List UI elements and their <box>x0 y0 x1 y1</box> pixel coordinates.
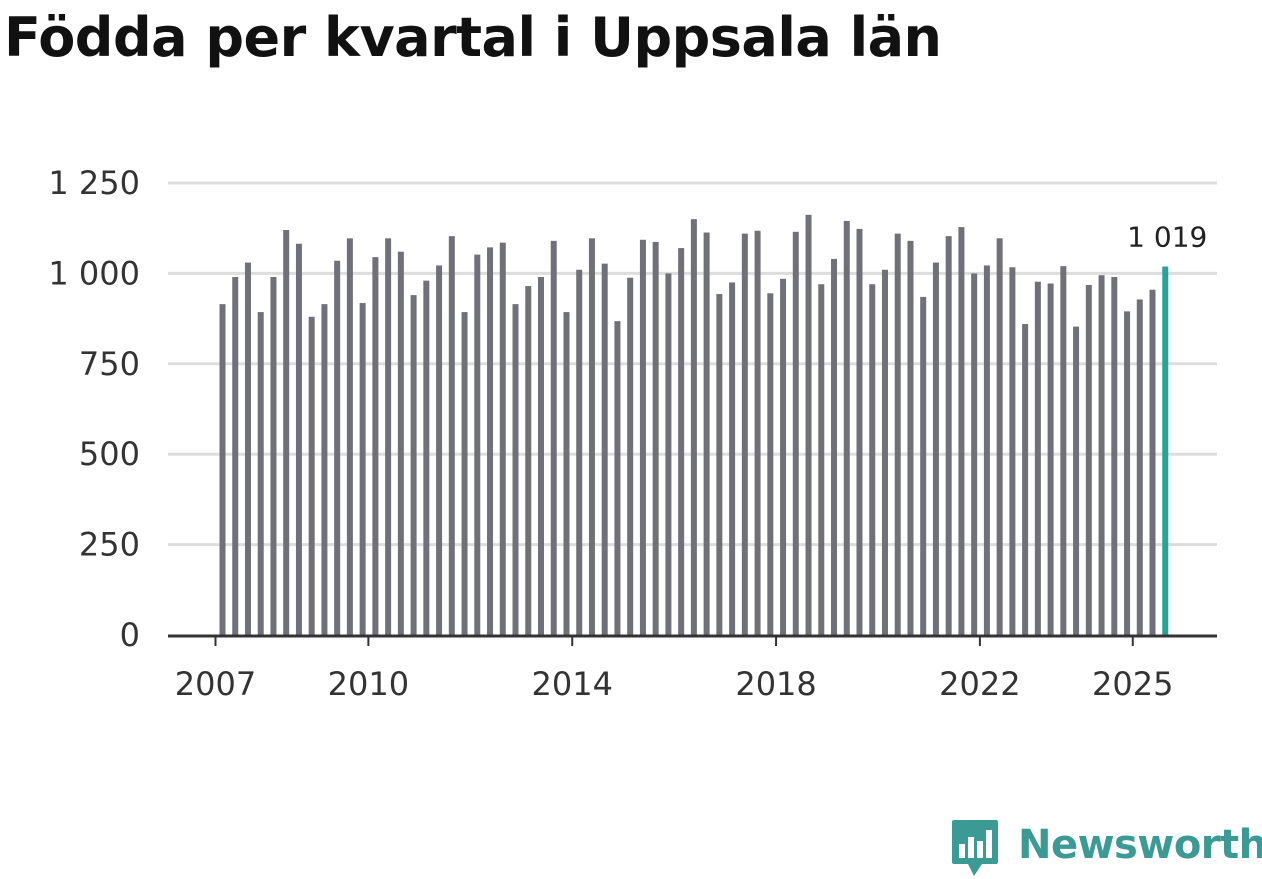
bar <box>690 219 697 635</box>
annotations: 1 019 <box>1127 221 1207 254</box>
bar <box>257 312 264 635</box>
y-tick-label: 750 <box>79 345 140 383</box>
bar <box>1136 299 1143 635</box>
bar <box>907 240 914 635</box>
bar <box>512 304 519 635</box>
bar <box>920 296 927 635</box>
x-tick-label: 2014 <box>532 665 613 703</box>
bar <box>754 230 761 635</box>
brand-name: Newsworthy <box>1018 822 1262 868</box>
x-tick-label: 2018 <box>735 665 816 703</box>
bar <box>410 295 417 635</box>
bar <box>244 262 251 635</box>
bar <box>741 233 748 635</box>
x-tick-label: 2025 <box>1092 665 1173 703</box>
bar <box>843 220 850 635</box>
bar <box>1149 289 1156 635</box>
bar <box>334 260 341 635</box>
bar <box>983 265 990 635</box>
bar <box>397 251 404 636</box>
y-tick-label: 250 <box>79 526 140 564</box>
y-tick-label: 1 250 <box>48 164 140 202</box>
bar <box>703 232 710 636</box>
bar <box>1073 326 1080 635</box>
bar <box>1124 311 1131 635</box>
bar <box>385 238 392 635</box>
bar <box>283 230 290 635</box>
bars <box>219 214 1169 636</box>
bar <box>321 304 328 635</box>
bar <box>474 254 481 635</box>
bar <box>767 293 774 635</box>
bar <box>487 247 494 635</box>
bar <box>894 233 901 635</box>
bar <box>614 321 621 635</box>
bar <box>818 284 825 635</box>
bar <box>996 238 1003 635</box>
chart-title: Födda per kvartal i Uppsala län <box>4 6 942 69</box>
bar <box>1047 283 1054 635</box>
bar <box>563 312 570 635</box>
bar <box>601 263 608 635</box>
bar <box>525 286 532 635</box>
x-axis: 2007 2010 2014 2018 2022 2025 <box>168 634 1217 703</box>
bar <box>436 265 443 635</box>
bar <box>945 236 952 635</box>
bar <box>232 277 239 635</box>
bar <box>295 243 302 636</box>
bar-latest <box>1162 266 1169 635</box>
bar <box>971 273 978 635</box>
bar <box>499 242 506 635</box>
y-tick-label: 500 <box>79 435 140 473</box>
bar-chart-speech-bubble-icon <box>952 820 998 876</box>
bar <box>932 262 939 635</box>
y-tick-label: 1 000 <box>48 254 140 292</box>
bar <box>869 284 876 635</box>
bar <box>359 303 366 635</box>
bar <box>550 240 557 635</box>
bar <box>805 214 812 635</box>
bar <box>1022 324 1029 635</box>
latest-value-label: 1 019 <box>1127 221 1207 254</box>
bar <box>1060 266 1067 635</box>
bar <box>308 316 315 635</box>
bar <box>831 258 838 635</box>
bar <box>448 236 455 635</box>
bar <box>639 239 646 636</box>
bar <box>792 231 799 636</box>
bar <box>588 238 595 635</box>
bar <box>219 304 226 635</box>
x-tick-label: 2007 <box>175 665 256 703</box>
bar <box>423 280 430 635</box>
bar <box>1085 284 1092 635</box>
bar <box>1009 267 1016 635</box>
bar <box>461 312 468 635</box>
bar <box>678 248 685 635</box>
bar <box>1111 277 1118 635</box>
bar <box>1034 281 1041 635</box>
x-tick-label: 2022 <box>939 665 1020 703</box>
x-tick-label: 2010 <box>328 665 409 703</box>
bar <box>958 227 965 635</box>
bar <box>627 277 634 635</box>
bar <box>780 278 787 635</box>
bar <box>1098 275 1105 635</box>
bar <box>665 273 672 635</box>
bar <box>346 238 353 635</box>
bar <box>856 228 863 635</box>
bar <box>538 277 544 635</box>
bar <box>729 282 736 635</box>
bar <box>652 241 659 635</box>
y-tick-label: 0 <box>120 616 140 654</box>
newsworthy-logo: Newsworthy <box>950 818 1262 878</box>
bar <box>576 269 583 635</box>
bar <box>881 269 888 635</box>
y-axis: 0 250 500 750 1 000 1 250 <box>48 164 140 654</box>
bar <box>270 277 277 635</box>
bar <box>372 257 379 635</box>
bar <box>716 294 723 635</box>
